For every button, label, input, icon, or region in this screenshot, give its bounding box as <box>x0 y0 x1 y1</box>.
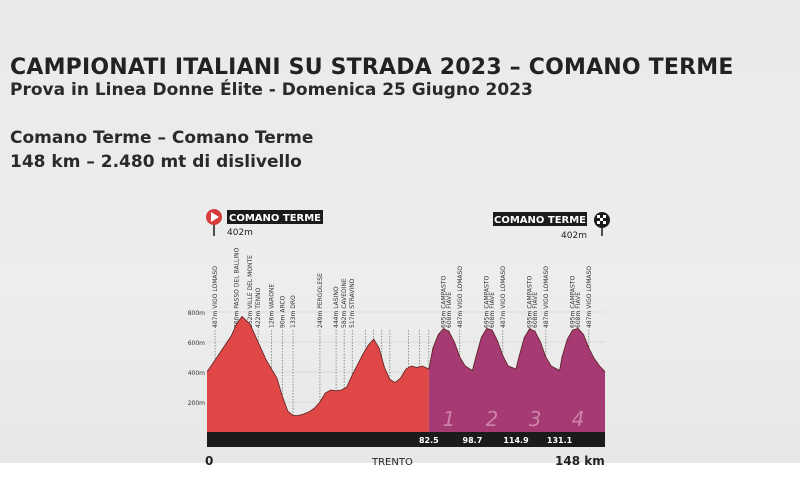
profile-segment-red <box>207 316 429 432</box>
start-label-box <box>227 210 323 224</box>
distance-text: 148 km – 2.480 mt di dislivello <box>10 152 302 172</box>
km-markers: 82.5 98.7 114.9 131.1 <box>419 436 573 445</box>
start-name: COMANO TERME <box>229 213 321 224</box>
y-tick-label: 200m <box>188 400 205 407</box>
place-label: 582m CAVEDINE <box>341 278 348 328</box>
place-label: 444m LASINO <box>333 286 340 328</box>
lap-number: 4 <box>572 407 585 431</box>
profile-line <box>206 315 606 416</box>
x-middle-label: TRENTO <box>372 457 413 468</box>
place-label: 608m FIAVÈ <box>488 292 496 328</box>
place-label: 487m VIGO LOMASO <box>586 266 593 328</box>
place-label: 695m CAMPASTO <box>570 276 577 328</box>
place-label: 90m ARCO <box>279 295 286 328</box>
place-label: 695m CAMPASTO <box>527 276 534 328</box>
place-label: 249m PERGOLESE <box>317 273 324 328</box>
place-label: 608m FIAVÈ <box>445 292 453 328</box>
x-start-label: 0 <box>205 454 214 468</box>
route-text: Comano Terme – Comano Terme <box>10 128 314 148</box>
place-label: 695m CAMPASTO <box>484 276 491 328</box>
lap-number: 2 <box>486 407 499 431</box>
place-label: 487m VIGO LOMASO <box>500 266 507 328</box>
play-icon <box>211 212 219 222</box>
km-marker-label: 131.1 <box>547 436 573 445</box>
km-band <box>207 432 605 447</box>
start-altitude: 402m <box>227 228 253 238</box>
start-marker: COMANO TERME 402m <box>206 209 323 238</box>
place-label: 487m VIGO LOMASO <box>212 266 219 328</box>
poster-title: CAMPIONATI ITALIANI SU STRADA 2023 – COM… <box>10 55 734 80</box>
y-tick-label: 800m <box>188 310 205 317</box>
finish-marker: COMANO TERME 402m <box>493 212 610 241</box>
km-marker-label: 82.5 <box>419 436 439 445</box>
finish-name: COMANO TERME <box>494 215 586 226</box>
place-label: 422m TENNO <box>255 287 262 328</box>
profile-area <box>206 315 606 432</box>
finish-label-box <box>493 212 587 226</box>
profile-segment-purple <box>428 328 605 432</box>
place-label: 487m VIGO LOMASO <box>543 266 550 328</box>
place-label: 487m VIGO LOMASO <box>457 266 464 328</box>
y-tick-labels: 800m 600m 400m 200m <box>188 310 205 407</box>
place-label: 133m DRO <box>290 295 297 328</box>
place-label: 695m CAMPASTO <box>441 276 448 328</box>
km-marker-label: 114.9 <box>503 436 529 445</box>
place-label: 517m STRAVINO <box>349 278 356 328</box>
lap-numbers: 1 2 3 4 <box>443 407 585 431</box>
place-label: 760m PASSO DEL BALLINO <box>234 247 241 328</box>
place-label: 608m FIAVÈ <box>531 292 539 328</box>
lap-number: 3 <box>529 407 542 431</box>
place-label: 126m VARONE <box>269 284 276 328</box>
poster-subtitle: Prova in Linea Donne Élite - Domenica 25… <box>10 80 533 100</box>
place-annotations: 487m VIGO LOMASO 760m PASSO DEL BALLINO 55… <box>212 247 593 416</box>
lap-number: 1 <box>443 407 456 431</box>
place-label: 608m FIAVÈ <box>574 292 582 328</box>
bottom-strip <box>0 463 800 484</box>
place-label: 552m VILLE DEL MONTE <box>247 255 254 328</box>
y-tick-label: 600m <box>188 340 205 347</box>
km-marker-label: 98.7 <box>463 436 483 445</box>
x-finish-label: 148 km <box>555 454 605 468</box>
finish-altitude: 402m <box>561 231 587 241</box>
y-tick-label: 400m <box>188 370 205 377</box>
